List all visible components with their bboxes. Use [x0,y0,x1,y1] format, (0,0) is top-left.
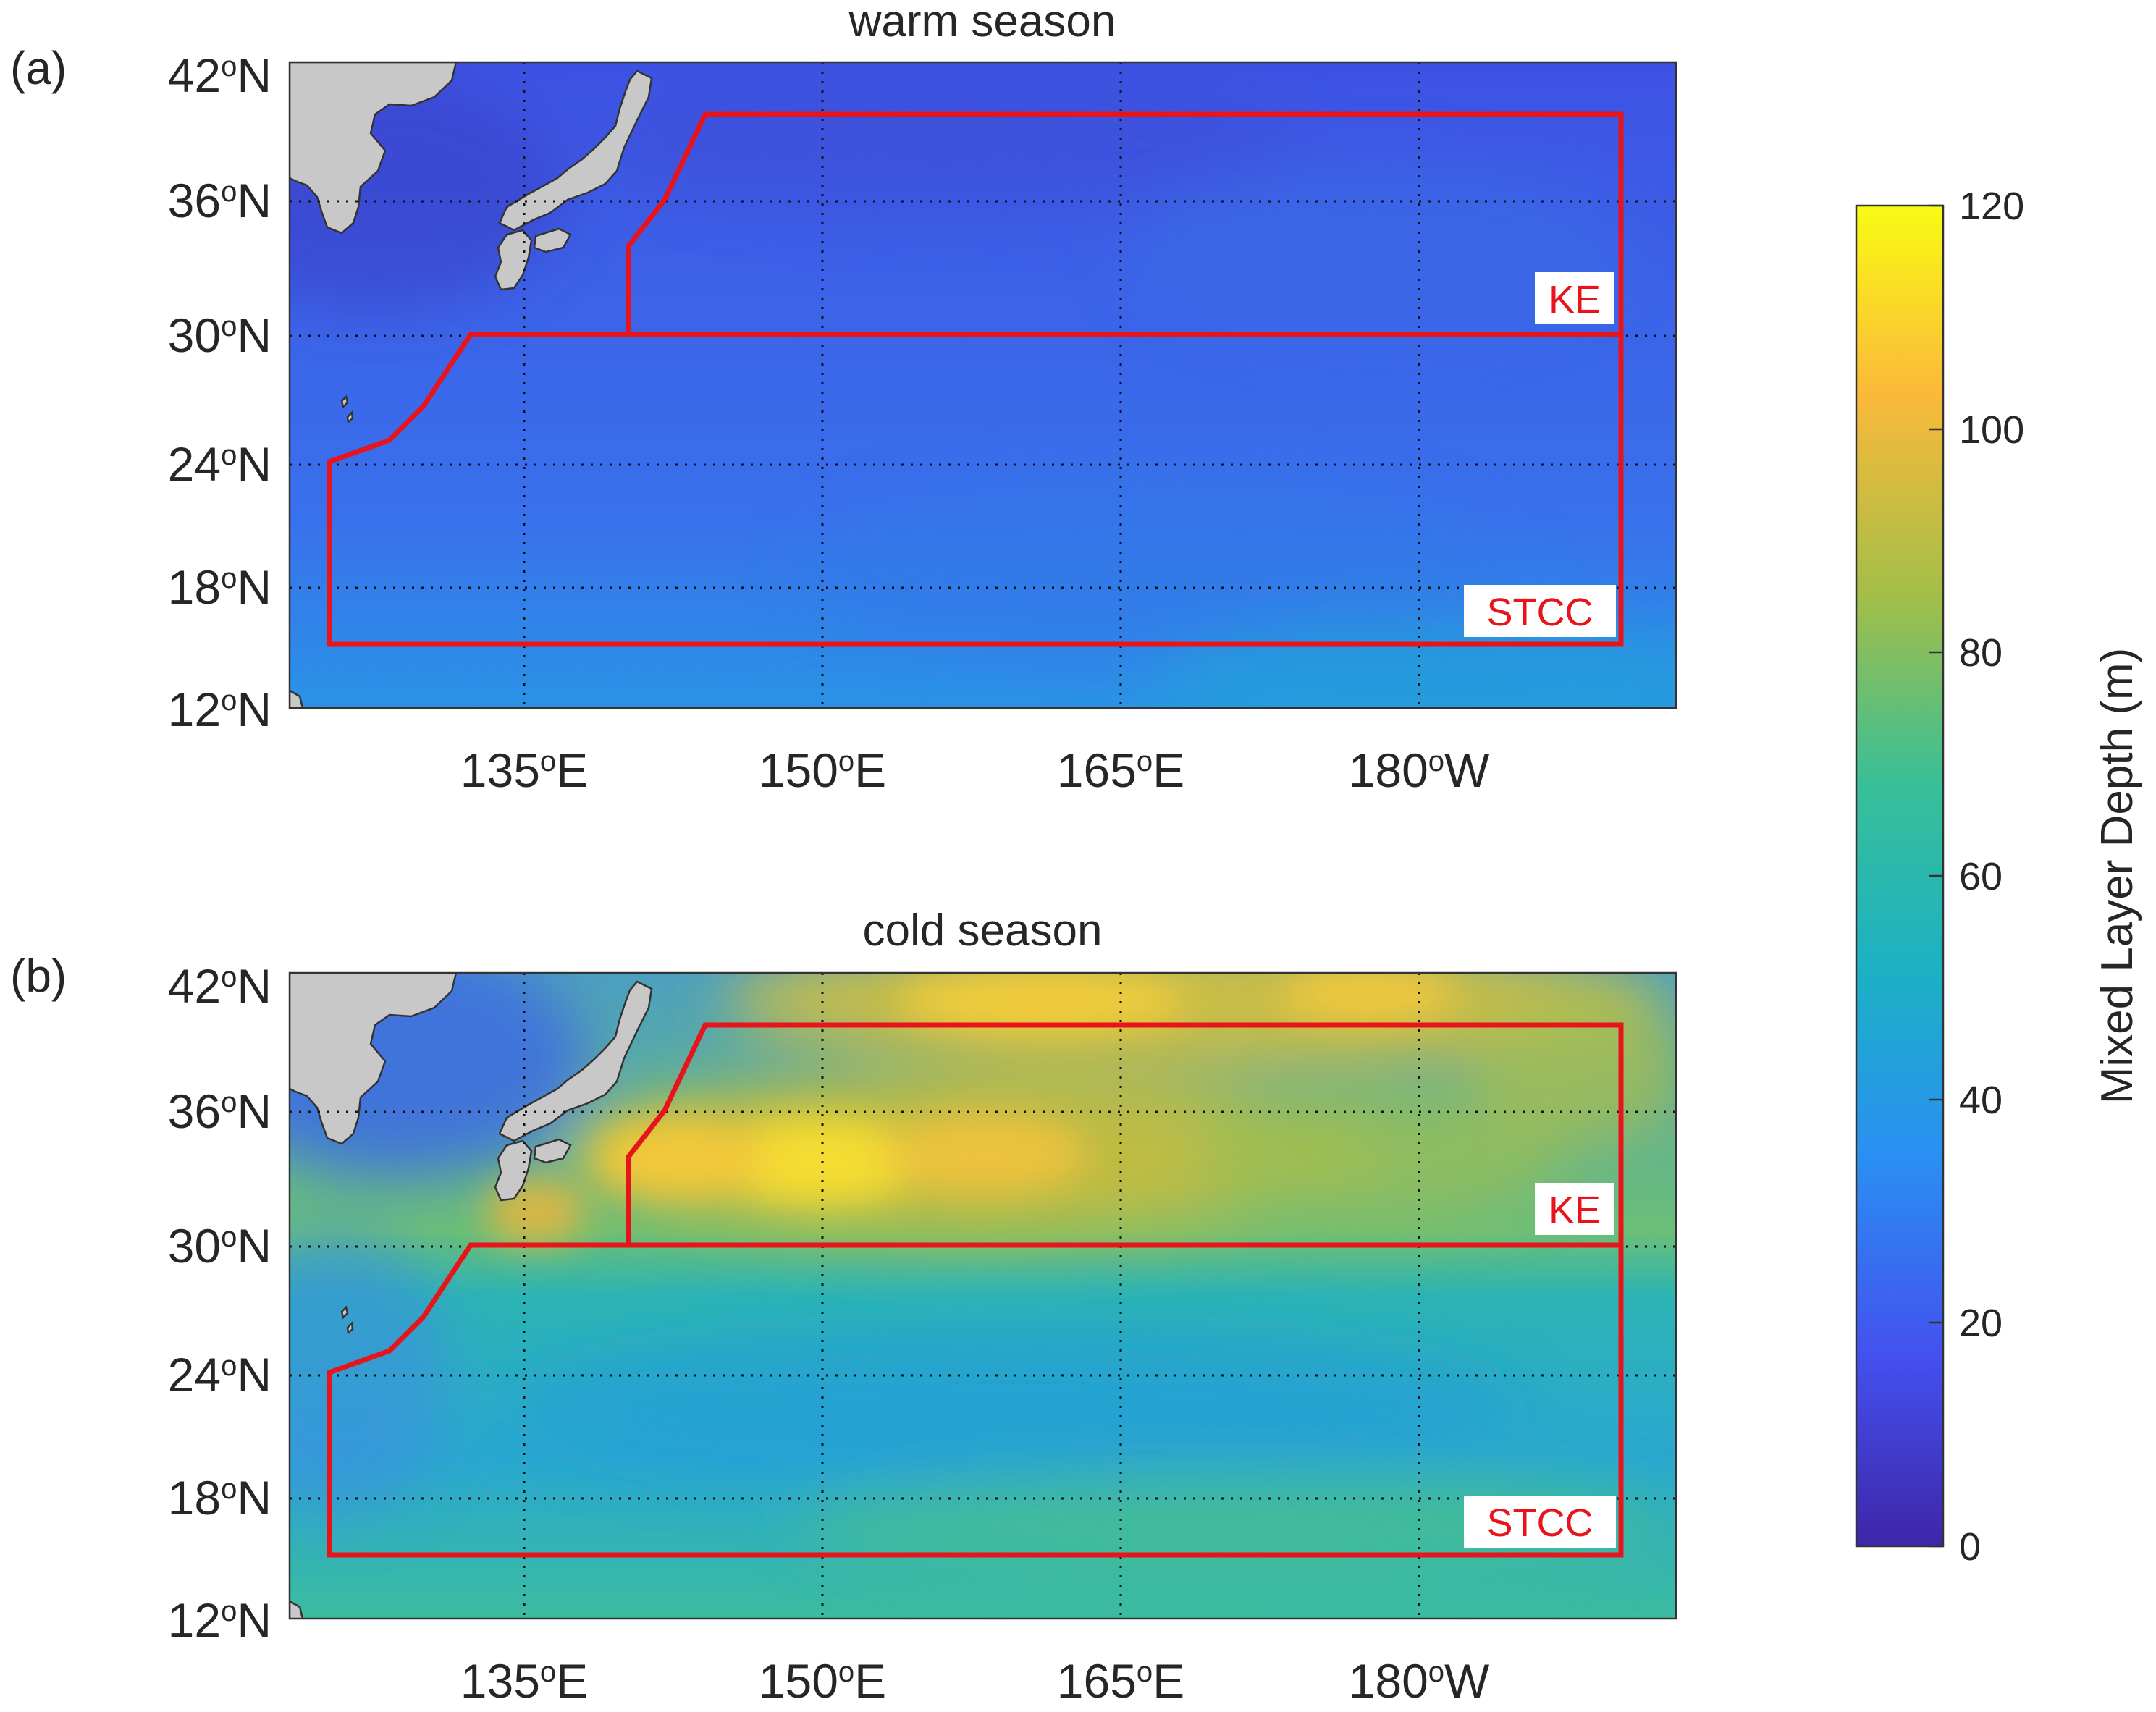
colorbar-tick: 120 [1959,185,2024,228]
lat-ticks-a: 42oN 36oN 30oN 24oN 18oN 12oN [168,49,271,736]
colorbar-tick: 0 [1959,1525,1981,1569]
lon-tick: 150oE [759,1654,886,1708]
lon-ticks-a: 135oE 150oE 165oE 180oW [460,743,1490,797]
lat-tick: 42oN [168,49,271,102]
colorbar-tick: 60 [1959,855,2003,898]
lat-tick: 24oN [168,1348,271,1401]
region-label-ke: KE [1549,1189,1601,1232]
lon-tick: 165oE [1057,743,1184,797]
lat-tick: 42oN [168,959,271,1013]
colorbar-tick-marks [1929,204,1943,1548]
lon-ticks-b: 135oE 150oE 165oE 180oW [460,1654,1490,1708]
mld-field-cold-maxima [485,973,1455,1244]
panel-b-map: KE STCC [288,971,1677,1620]
lon-tick: 165oE [1057,1654,1184,1708]
lon-tick: 180oW [1349,1654,1490,1708]
lat-tick: 36oN [168,174,271,227]
lat-tick: 12oN [168,683,271,736]
colorbar-label: Mixed Layer Depth (m) [2092,648,2142,1105]
lon-tick: 135oE [460,1654,588,1708]
region-label-stcc: STCC [1487,1501,1593,1545]
region-label-ke: KE [1549,278,1601,321]
panel-cold-season: (b) cold season [10,906,1677,1708]
panel-warm-season: (a) warm season [10,0,1677,797]
lat-tick: 18oN [168,1471,271,1525]
panel-a-title: warm season [848,0,1116,46]
region-label-stcc: STCC [1487,591,1593,634]
colorbar-tick: 80 [1959,631,2003,675]
colorbar-tick-labels: 0 20 40 60 80 100 120 [1959,185,2024,1569]
grid-cold [290,973,1676,1619]
lon-tick: 150oE [759,743,886,797]
colorbar: 0 20 40 60 80 100 120 Mixed Layer Depth … [1855,185,2142,1569]
colorbar-tick: 100 [1959,408,2024,452]
colorbar-tick: 20 [1959,1302,2003,1345]
colorbar-tick: 40 [1959,1079,2003,1122]
panel-a-letter: (a) [10,42,67,94]
grid-warm [290,62,1676,708]
lon-tick: 135oE [460,743,588,797]
lat-tick: 24oN [168,437,271,491]
panel-b-title: cold season [863,906,1103,956]
lat-tick: 30oN [168,308,271,362]
panel-a-map: KE STCC [288,61,1677,709]
lat-tick: 30oN [168,1219,271,1273]
lat-tick: 12oN [168,1593,271,1647]
lat-ticks-b: 42oN 36oN 30oN 24oN 18oN 12oN [168,959,271,1647]
lat-tick: 18oN [168,560,271,614]
lon-tick: 180oW [1349,743,1490,797]
panel-b-letter: (b) [10,950,67,1002]
lat-tick: 36oN [168,1084,271,1138]
